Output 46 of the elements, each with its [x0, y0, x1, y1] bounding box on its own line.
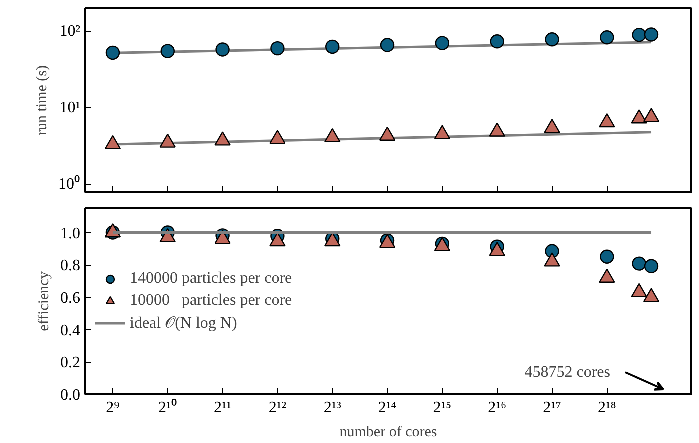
y-tick-label: 10¹: [60, 99, 81, 116]
x-tick-label: 2¹⁰: [158, 398, 178, 416]
y-tick-label: 0.0: [60, 387, 80, 404]
point: [104, 135, 122, 150]
point: [216, 42, 230, 57]
y-axis-title: run time (s): [34, 66, 50, 136]
x-tick-label: 2¹²: [268, 400, 287, 416]
legend-label: 140000 particles per core: [130, 270, 292, 288]
x-tick-label: 2¹⁶: [488, 400, 507, 416]
point: [544, 119, 560, 134]
point: [600, 30, 614, 45]
x-tick-label: 2¹⁴: [378, 400, 398, 416]
point: [214, 132, 231, 146]
legend-label: 10000 particles per core: [130, 292, 292, 310]
point: [106, 46, 120, 60]
y-tick-label: 0.2: [60, 354, 80, 372]
y-tick-label: 10⁰: [58, 174, 80, 193]
x-tick-label: 2¹⁵: [433, 400, 452, 416]
y-tick-label: 1.0: [60, 225, 80, 242]
point: [489, 122, 506, 137]
point: [270, 41, 285, 56]
x-tick-label: 2¹⁷: [543, 400, 562, 416]
x-tick-label: 2¹³: [324, 400, 342, 416]
point: [380, 38, 395, 52]
legend-label: ideal 𝒪(N log N): [130, 314, 238, 332]
y-axis-title: efficiency: [36, 271, 52, 332]
x-tick-label: 2⁹: [106, 400, 120, 416]
point: [435, 36, 450, 50]
y-tick-label: 10²: [60, 22, 81, 40]
annotation: 458752 cores: [524, 364, 611, 381]
x-tick-label: 2¹¹: [214, 400, 232, 416]
point: [270, 130, 286, 144]
y-tick-label: 0.6: [60, 290, 80, 307]
y-tick-label: 0.8: [60, 258, 80, 275]
x-tick-label: 2¹⁸: [598, 400, 616, 416]
point: [545, 32, 560, 47]
point: [326, 40, 340, 54]
point: [324, 128, 341, 143]
point: [379, 126, 396, 141]
y-tick-label: 0.4: [60, 322, 80, 340]
point: [434, 125, 451, 140]
point: [160, 44, 175, 58]
point: [599, 113, 616, 128]
point: [160, 134, 176, 148]
point: [490, 34, 504, 49]
x-axis-title: number of cores: [340, 424, 438, 440]
